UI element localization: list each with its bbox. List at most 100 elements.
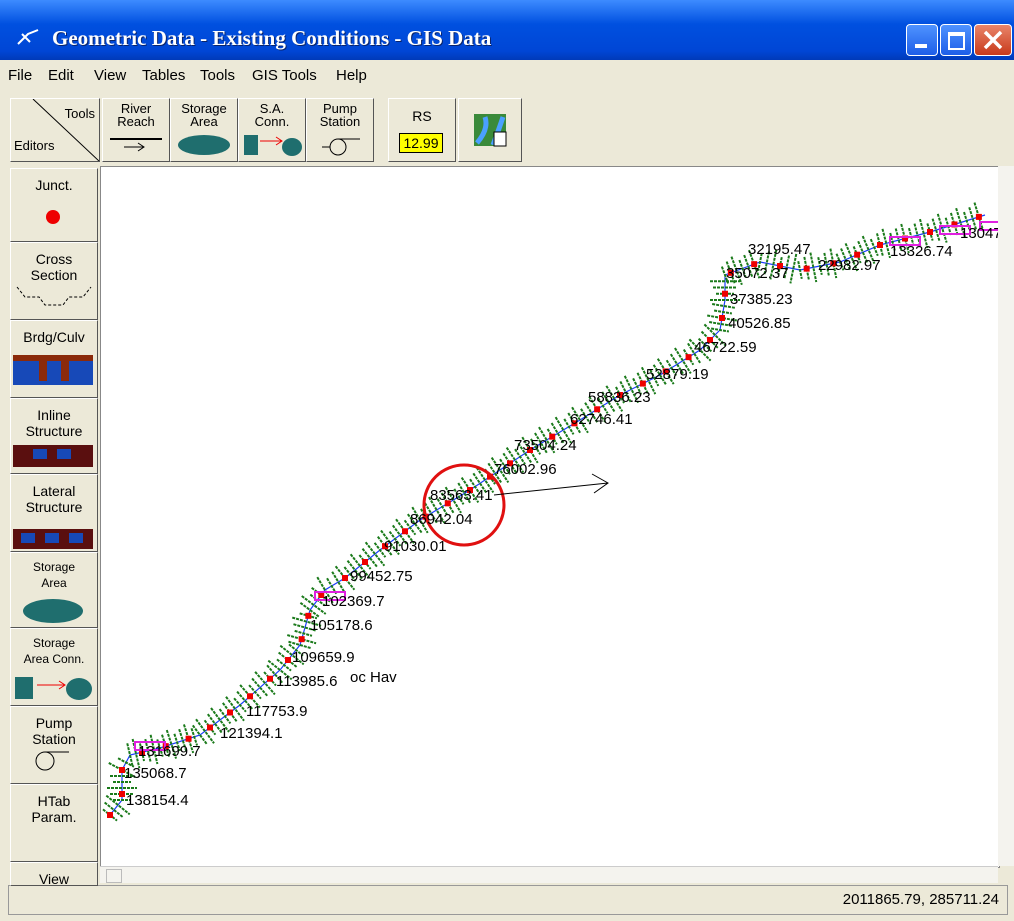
editor-button-label: Cross (11, 251, 97, 267)
toolbar-button-label: Conn. (239, 115, 305, 129)
scroll-left[interactable] (106, 869, 122, 883)
editor-button-label: Storage (11, 637, 97, 649)
bank-marker (719, 315, 725, 321)
station-label: 35072.37 (726, 265, 789, 282)
minimize-button[interactable] (906, 24, 938, 56)
menu-item[interactable]: Tables (142, 67, 185, 84)
map-drawing: 32195.4735072.3722982.9713326.7413047373… (101, 167, 999, 867)
rs-value: 12.99 (399, 133, 443, 153)
station-label: 83563.41 (430, 487, 493, 504)
toolbar-button-label: RS (389, 109, 455, 123)
editor-icon (11, 529, 97, 552)
toolbar-button-label: Reach (103, 115, 169, 129)
editor-button[interactable]: Storage Area Conn. (10, 628, 98, 706)
vertical-scrollbar[interactable] (998, 166, 1014, 866)
toolbar-icon (308, 133, 372, 159)
editor-button-label: Structure (11, 499, 97, 515)
editor-button[interactable]: Junct. (10, 168, 98, 242)
status-bar: 2011865.79, 285711.24 (8, 885, 1008, 915)
bank-marker (285, 657, 291, 663)
bank-marker (247, 693, 253, 699)
toolbar-icon (172, 133, 236, 159)
editor-button-label: Structure (11, 423, 97, 439)
station-label: 91030.01 (384, 538, 447, 555)
station-label: 117753.9 (246, 703, 307, 720)
bank-marker (299, 636, 305, 642)
station-label: 22982.97 (818, 257, 881, 274)
cross-section (366, 542, 385, 565)
bank-marker (877, 242, 883, 248)
menu-item[interactable]: Edit (48, 67, 74, 84)
menu-item[interactable]: File (8, 67, 32, 84)
cross-section (252, 678, 268, 696)
bank-marker (107, 812, 113, 818)
editor-button[interactable]: Brdg/Culv (10, 320, 98, 398)
station-label: 131699.7 (138, 743, 201, 760)
bank-marker (640, 381, 646, 387)
gis-button[interactable] (458, 98, 522, 162)
toolbar-button[interactable]: RS 12.99 (388, 98, 456, 162)
editor-icon (11, 445, 97, 474)
station-label: 76002.96 (494, 461, 557, 478)
bank-marker (402, 528, 408, 534)
editor-button-label: Station (11, 731, 97, 747)
station-label: 138154.4 (126, 792, 189, 809)
editor-button-label: Storage (11, 561, 97, 573)
highlight-circle (424, 465, 504, 545)
bank-marker (804, 266, 810, 272)
menu-item[interactable]: GIS Tools (252, 67, 317, 84)
station-label: 13047 (960, 225, 999, 242)
editor-button-label: Inline (11, 407, 97, 423)
bank-marker (227, 710, 233, 716)
toolbar-button-label: Station (307, 115, 373, 129)
station-label: 109659.9 (292, 649, 355, 666)
station-label: 52879.19 (646, 366, 709, 383)
editor-button-label: Param. (11, 809, 97, 825)
menu-item[interactable]: Tools (200, 67, 235, 84)
toolbar-button[interactable]: S.A.Conn. (238, 98, 306, 162)
horizontal-scrollbar[interactable] (100, 866, 998, 883)
menu-item[interactable]: View (94, 67, 126, 84)
toolbar-corner: Tools Editors (10, 98, 100, 162)
editor-button[interactable]: View (10, 862, 98, 886)
station-label: 40526.85 (728, 315, 791, 332)
bank-marker (119, 791, 125, 797)
bank-marker (686, 354, 692, 360)
editor-button-label: Lateral (11, 483, 97, 499)
close-button[interactable] (974, 24, 1012, 56)
menu-item[interactable]: Help (336, 67, 367, 84)
toolbar-button-label: Area (171, 115, 237, 129)
bank-marker (722, 291, 728, 297)
editor-button-label: Junct. (11, 177, 97, 193)
editor-button-label: Area Conn. (11, 653, 97, 665)
bank-marker (976, 214, 982, 220)
window-title: Geometric Data - Existing Conditions - G… (52, 26, 491, 51)
station-label: 32195.47 (748, 241, 811, 258)
editor-icon (11, 205, 97, 237)
station-label: 135068.7 (124, 765, 187, 782)
toolbar-icon (240, 133, 304, 159)
station-label: 73504.24 (514, 437, 577, 454)
editor-icon (11, 355, 97, 387)
station-label: 121394.1 (220, 725, 283, 742)
cross-section (196, 719, 214, 743)
maximize-button[interactable] (940, 24, 972, 56)
bank-marker (342, 575, 348, 581)
toolbar-icon (104, 133, 168, 159)
menu-bar: File Edit View Tables Tools GIS Tools Help (0, 62, 1014, 90)
station-label: oc Hav (350, 669, 397, 686)
bank-marker (927, 229, 933, 235)
editor-button-label: HTab (11, 793, 97, 809)
editor-icon (11, 283, 97, 315)
station-label: 46722.59 (694, 339, 757, 356)
